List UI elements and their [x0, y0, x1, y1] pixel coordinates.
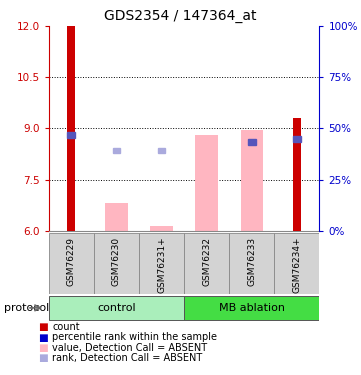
Text: GSM76231+: GSM76231+	[157, 237, 166, 294]
Bar	[113, 148, 120, 153]
Bar	[293, 118, 301, 231]
Bar	[184, 296, 319, 320]
Text: ■: ■	[38, 354, 48, 363]
Bar	[67, 26, 75, 231]
Bar	[184, 232, 229, 294]
Text: GSM76233: GSM76233	[247, 237, 256, 286]
Bar	[49, 296, 184, 320]
Text: protocol: protocol	[4, 303, 49, 313]
Text: MB ablation: MB ablation	[219, 303, 285, 313]
Bar	[150, 225, 173, 231]
Text: value, Detection Call = ABSENT: value, Detection Call = ABSENT	[52, 343, 208, 353]
Text: ■: ■	[38, 322, 48, 332]
Bar	[248, 139, 256, 145]
Text: rank, Detection Call = ABSENT: rank, Detection Call = ABSENT	[52, 354, 203, 363]
Text: GSM76232: GSM76232	[202, 237, 211, 286]
Text: count: count	[52, 322, 80, 332]
Bar	[293, 136, 301, 141]
Text: GSM76234+: GSM76234+	[292, 237, 301, 293]
Bar	[229, 232, 274, 294]
Text: ■: ■	[38, 333, 48, 342]
Bar	[158, 148, 165, 153]
Bar	[274, 232, 319, 294]
Bar	[105, 203, 128, 231]
Bar	[139, 232, 184, 294]
Text: ■: ■	[38, 343, 48, 353]
Bar	[240, 130, 263, 231]
Bar	[195, 135, 218, 231]
Text: GSM76230: GSM76230	[112, 237, 121, 286]
Bar	[94, 232, 139, 294]
Text: percentile rank within the sample: percentile rank within the sample	[52, 333, 217, 342]
Bar	[68, 132, 75, 138]
Text: control: control	[97, 303, 136, 313]
Text: GDS2354 / 147364_at: GDS2354 / 147364_at	[104, 9, 257, 23]
Text: GSM76229: GSM76229	[67, 237, 76, 286]
Bar	[49, 232, 94, 294]
